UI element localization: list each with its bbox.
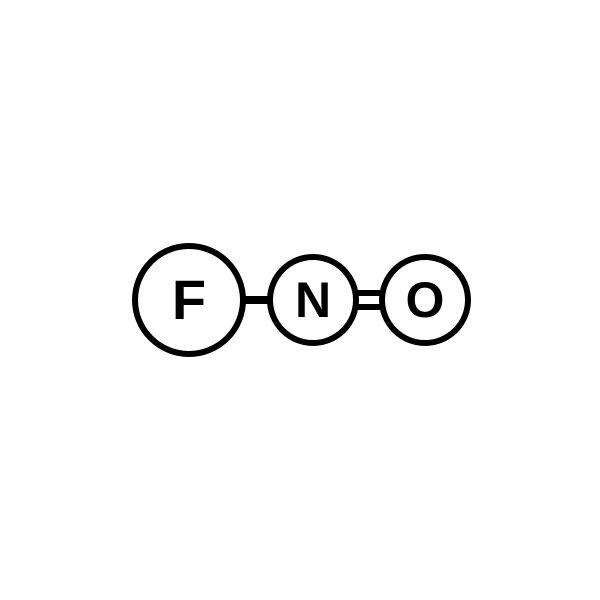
atom-label-N: N	[295, 275, 331, 325]
atom-label-F: F	[172, 272, 206, 328]
atom-label-O: O	[406, 275, 445, 325]
molecule-diagram: FNO	[0, 0, 600, 600]
atom-O: O	[379, 254, 471, 346]
atom-F: F	[132, 243, 246, 357]
atom-N: N	[267, 254, 359, 346]
